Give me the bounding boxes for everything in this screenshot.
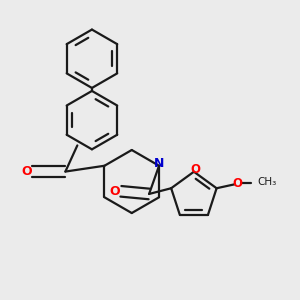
Text: N: N [154, 157, 164, 169]
Text: CH₃: CH₃ [257, 177, 276, 187]
Text: O: O [21, 165, 32, 178]
Text: O: O [110, 185, 120, 198]
Text: O: O [190, 163, 200, 176]
Text: O: O [232, 177, 242, 190]
